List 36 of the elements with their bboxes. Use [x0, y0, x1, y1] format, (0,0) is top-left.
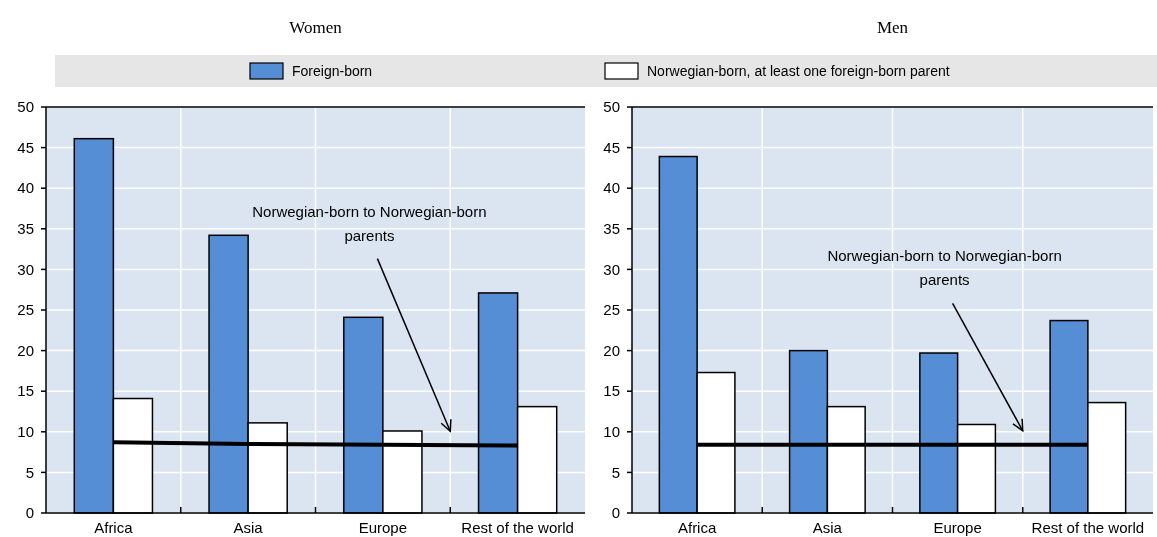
y-tick-label: 20 — [17, 341, 34, 359]
y-tick-label: 45 — [603, 138, 620, 156]
y-tick-label: 5 — [25, 463, 34, 481]
y-tick-label: 45 — [17, 138, 34, 156]
annotation: Norwegian-born to Norwegian-born parents — [252, 202, 487, 244]
x-tick-label: Europe — [933, 519, 982, 536]
x-tick-label: Europe — [358, 519, 408, 536]
y-tick-label: 30 — [603, 260, 620, 278]
y-tick-label: 15 — [603, 382, 620, 400]
annotation: Norwegian-born to Norwegian-born parents — [827, 247, 1062, 289]
y-tick-label: 25 — [17, 301, 34, 319]
y-tick-label: 5 — [611, 463, 620, 481]
x-tick-label: Asia — [812, 519, 843, 536]
chart-title: Men — [876, 18, 909, 37]
y-tick-label: 25 — [603, 301, 620, 319]
x-tick-label: Africa — [94, 519, 134, 536]
y-tick-label: 0 — [611, 504, 620, 522]
x-tick-label: Rest of the world — [1031, 519, 1145, 536]
x-tick-label: Rest of the world — [461, 519, 574, 536]
y-tick-label: 50 — [17, 98, 34, 116]
legend-label: Foreign-born — [292, 62, 373, 79]
chart-title: Women — [289, 18, 343, 37]
y-tick-label: 10 — [603, 423, 620, 441]
y-tick-label: 35 — [17, 220, 34, 238]
y-tick-label: 35 — [603, 220, 620, 238]
y-tick-label: 10 — [17, 423, 34, 441]
x-tick-label: Asia — [233, 519, 264, 536]
y-tick-label: 20 — [603, 341, 620, 359]
y-tick-label: 0 — [25, 504, 34, 522]
legend-label: Norwegian-born, at least one foreign-born parent — [647, 62, 950, 79]
x-tick-label: Africa — [677, 519, 717, 536]
y-tick-label: 40 — [17, 179, 34, 197]
y-tick-label: 50 — [603, 98, 620, 116]
y-tick-label: 40 — [603, 179, 620, 197]
y-tick-label: 30 — [17, 260, 34, 278]
y-tick-label: 15 — [17, 382, 34, 400]
